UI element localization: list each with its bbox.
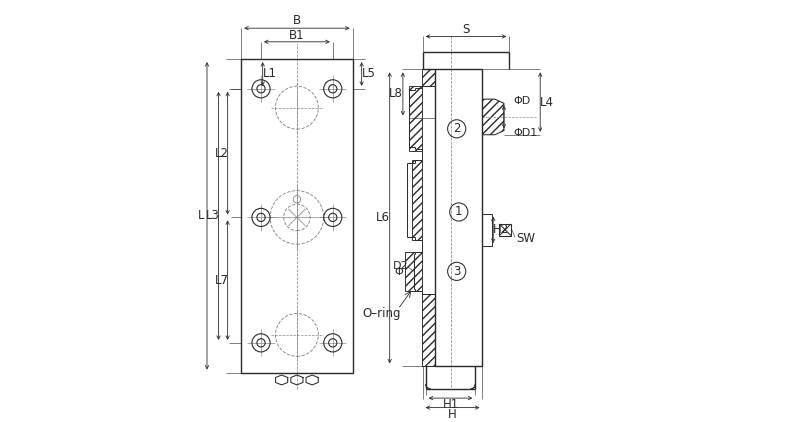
- Bar: [435, 70, 482, 366]
- Text: L8: L8: [390, 87, 403, 100]
- Text: S: S: [462, 23, 470, 36]
- Text: L5: L5: [362, 68, 375, 81]
- Bar: [410, 86, 422, 151]
- Text: L4: L4: [540, 96, 554, 108]
- Text: SW: SW: [516, 233, 535, 245]
- Text: H: H: [448, 408, 457, 421]
- Text: ΦD: ΦD: [513, 96, 530, 106]
- Text: H1: H1: [442, 398, 458, 411]
- Text: O–ring: O–ring: [362, 307, 401, 320]
- Text: L7: L7: [215, 273, 229, 287]
- Text: 1: 1: [455, 206, 462, 219]
- Text: L: L: [198, 209, 204, 222]
- Text: 2: 2: [453, 122, 461, 135]
- Text: H2: H2: [493, 223, 509, 236]
- Text: L1: L1: [262, 68, 277, 81]
- Bar: [406, 252, 422, 291]
- Bar: [499, 224, 511, 235]
- Bar: [242, 59, 353, 373]
- Text: 3: 3: [453, 265, 460, 278]
- Text: L2: L2: [215, 146, 229, 160]
- Text: B1: B1: [289, 29, 305, 42]
- Bar: [482, 214, 491, 246]
- Text: L3: L3: [206, 209, 220, 222]
- Text: L6: L6: [376, 211, 390, 225]
- Bar: [411, 160, 422, 240]
- Text: Φ: Φ: [394, 267, 403, 277]
- Bar: [422, 70, 435, 86]
- Text: B: B: [293, 14, 301, 27]
- Text: ΦD1: ΦD1: [513, 128, 538, 138]
- Text: D2: D2: [393, 260, 408, 271]
- Bar: [422, 294, 435, 366]
